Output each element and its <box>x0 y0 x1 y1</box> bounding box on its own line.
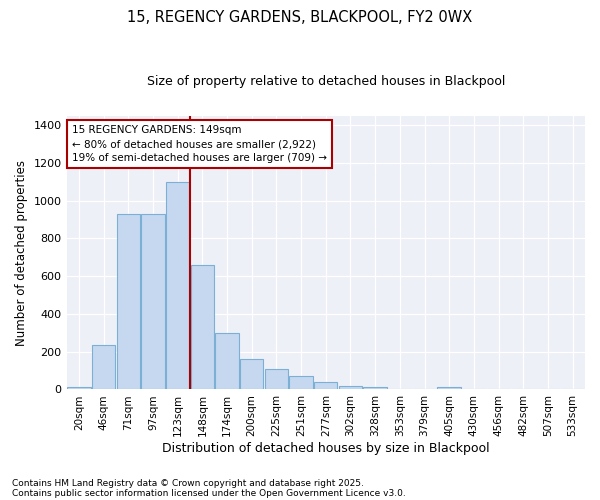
Text: Contains public sector information licensed under the Open Government Licence v3: Contains public sector information licen… <box>12 488 406 498</box>
Bar <box>265 368 288 390</box>
Bar <box>166 182 190 390</box>
Bar <box>141 214 164 390</box>
Bar <box>240 359 263 390</box>
Text: Contains HM Land Registry data © Crown copyright and database right 2025.: Contains HM Land Registry data © Crown c… <box>12 478 364 488</box>
Bar <box>92 345 115 390</box>
Bar <box>289 376 313 390</box>
Bar <box>437 386 461 390</box>
X-axis label: Distribution of detached houses by size in Blackpool: Distribution of detached houses by size … <box>162 442 490 455</box>
Bar <box>116 214 140 390</box>
Bar <box>67 386 91 390</box>
Bar <box>364 386 387 390</box>
Bar <box>339 386 362 390</box>
Bar <box>191 265 214 390</box>
Bar <box>215 333 239 390</box>
Text: 15 REGENCY GARDENS: 149sqm
← 80% of detached houses are smaller (2,922)
19% of s: 15 REGENCY GARDENS: 149sqm ← 80% of deta… <box>72 125 327 163</box>
Y-axis label: Number of detached properties: Number of detached properties <box>15 160 28 346</box>
Text: 15, REGENCY GARDENS, BLACKPOOL, FY2 0WX: 15, REGENCY GARDENS, BLACKPOOL, FY2 0WX <box>127 10 473 25</box>
Title: Size of property relative to detached houses in Blackpool: Size of property relative to detached ho… <box>146 75 505 88</box>
Bar <box>561 388 584 390</box>
Bar <box>314 382 337 390</box>
